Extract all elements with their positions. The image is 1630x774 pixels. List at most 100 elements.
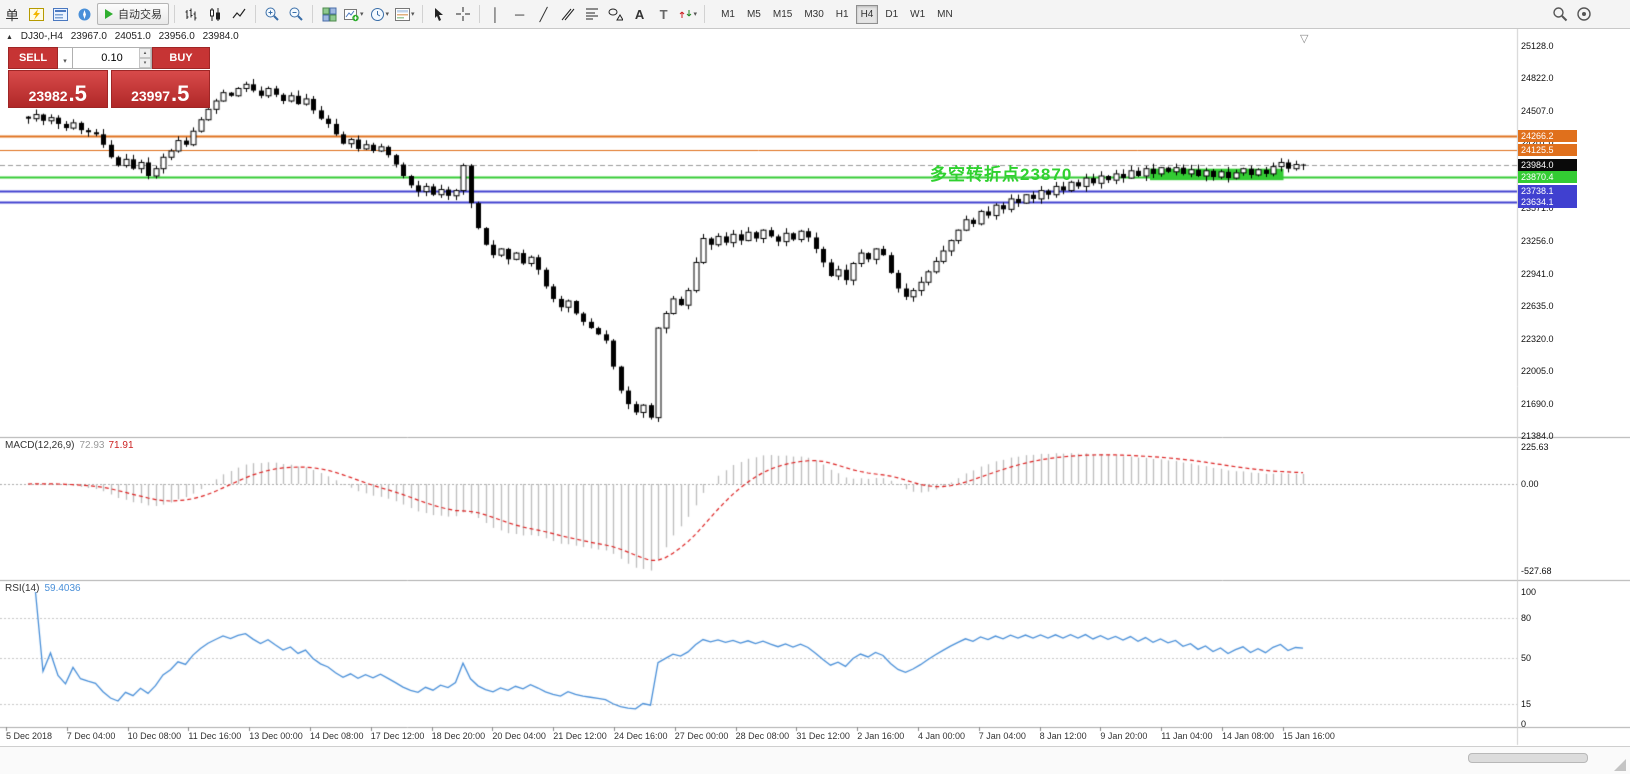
horizontal-line-icon: ─	[514, 6, 525, 22]
navigator-icon	[78, 8, 90, 20]
buy-price: 23997	[131, 88, 171, 104]
template-button[interactable]: ▾	[393, 3, 417, 25]
crosshair-icon	[455, 7, 470, 21]
macd-value-signal: 71.91	[108, 440, 134, 451]
separator	[704, 5, 706, 23]
candlestick-chart-icon	[209, 7, 220, 21]
period-icon	[370, 7, 384, 21]
symbol-marker-icon: ▲	[6, 34, 13, 41]
data-window-button[interactable]	[49, 3, 71, 25]
chevron-down-icon: ▾	[411, 11, 415, 18]
label-button[interactable]: T	[653, 3, 675, 25]
autotrade-button[interactable]: 自动交易	[97, 3, 169, 25]
zoom-out-button[interactable]	[285, 3, 307, 25]
zoom-in-icon	[265, 7, 279, 21]
symbol-period: DJ30-,H4	[20, 31, 63, 42]
volume-decrease-button[interactable]: ▾	[139, 58, 151, 68]
line-chart-icon	[232, 8, 245, 18]
volume-stepper: ▴ ▾	[139, 48, 151, 68]
new-order-label: 单	[5, 7, 19, 23]
volume-increase-button[interactable]: ▴	[139, 48, 151, 58]
trendline-button[interactable]: ╱	[533, 3, 555, 25]
resize-grip[interactable]	[1614, 759, 1626, 771]
separator	[421, 5, 423, 23]
sell-price-panel[interactable]: 23982.5	[8, 70, 108, 108]
horizontal-scrollbar-thumb[interactable]	[1468, 753, 1588, 763]
trade-controls-row: SELL ▾ ▴ ▾ BUY	[8, 47, 210, 69]
text-icon: A	[634, 6, 645, 22]
cursor-icon	[434, 8, 443, 21]
tile-windows-icon	[322, 7, 336, 21]
scroll-to-end-marker[interactable]: ▽	[1300, 33, 1309, 45]
timeframe-h4-button[interactable]: H4	[855, 4, 879, 24]
ohlc-close: 23984.0	[202, 31, 239, 42]
timeframe-toolbar: M1 M5 M15 M30 H1 H4 D1 W1 MN	[715, 4, 959, 24]
chevron-down-icon: ▾	[693, 11, 698, 18]
rsi-indicator-label: RSI(14) 59.4036	[5, 583, 81, 594]
shapes-button[interactable]	[605, 3, 627, 25]
timeframe-w1-button[interactable]: W1	[905, 5, 930, 24]
one-click-trading-panel: SELL ▾ ▴ ▾ BUY 23982.5 23997.5	[8, 47, 210, 108]
sell-button[interactable]: SELL	[8, 47, 58, 69]
data-window-icon	[52, 7, 68, 21]
text-button[interactable]: A	[629, 3, 651, 25]
search-icon	[1553, 7, 1568, 22]
search-button[interactable]	[1549, 3, 1571, 25]
bar-chart-button[interactable]	[180, 3, 202, 25]
ohlc-open: 23967.0	[70, 31, 107, 42]
vertical-line-icon: │	[491, 6, 500, 22]
buy-button[interactable]: BUY	[152, 47, 210, 69]
rsi-name: RSI(14)	[5, 583, 40, 594]
macd-value-main: 72.93	[79, 440, 105, 451]
trendline-icon: ╱	[539, 6, 548, 22]
volume-dropdown-button[interactable]: ▾	[58, 47, 73, 69]
bar-chart-icon	[185, 8, 196, 20]
timeframe-mn-button[interactable]: MN	[932, 5, 958, 24]
support-icon	[1577, 7, 1591, 21]
chart-annotation-text: 多空转折点23870	[930, 165, 1073, 184]
channel-button[interactable]	[557, 3, 579, 25]
shapes-icon	[608, 8, 624, 21]
macd-indicator-label: MACD(12,26,9) 72.93 71.91	[5, 440, 134, 451]
market-watch-button[interactable]	[25, 3, 47, 25]
timeframe-m1-button[interactable]: M1	[716, 5, 740, 24]
vertical-line-button[interactable]: │	[485, 3, 507, 25]
bottom-scrollbar-area	[0, 746, 1630, 774]
sell-price-frac: .5	[68, 81, 87, 106]
period-button[interactable]: ▾	[368, 3, 392, 25]
separator	[174, 5, 175, 23]
volume-input[interactable]	[73, 47, 152, 69]
timeframe-m30-button[interactable]: M30	[799, 5, 828, 24]
candlestick-chart-button[interactable]	[204, 3, 226, 25]
chevron-down-icon: ▾	[360, 11, 364, 18]
fibonacci-button[interactable]	[581, 3, 603, 25]
separator	[478, 5, 480, 23]
trade-prices-row: 23982.5 23997.5	[8, 70, 210, 108]
arrows-button[interactable]: ▾	[677, 3, 700, 25]
crosshair-button[interactable]	[452, 3, 474, 25]
timeframe-m5-button[interactable]: M5	[742, 5, 766, 24]
label-icon: T	[659, 6, 668, 22]
line-chart-button[interactable]	[228, 3, 250, 25]
rsi-value: 59.4036	[44, 583, 81, 594]
horizontal-line-button[interactable]: ─	[509, 3, 531, 25]
timeframe-h1-button[interactable]: H1	[831, 5, 854, 24]
timeframe-m15-button[interactable]: M15	[768, 5, 797, 24]
support-button[interactable]	[1573, 3, 1595, 25]
new-chart-icon	[344, 8, 359, 21]
chevron-down-icon: ▾	[63, 57, 67, 65]
zoom-in-button[interactable]	[261, 3, 283, 25]
arrows-icon	[679, 10, 691, 18]
autotrade-play-icon	[105, 9, 113, 19]
buy-price-panel[interactable]: 23997.5	[110, 70, 210, 108]
separator	[312, 5, 313, 23]
tile-windows-button[interactable]	[318, 3, 340, 25]
navigator-button[interactable]	[73, 3, 95, 25]
separator	[255, 5, 256, 23]
new-order-button[interactable]: 单	[1, 3, 23, 25]
new-chart-button[interactable]: ▾	[342, 3, 366, 25]
cursor-button[interactable]	[428, 3, 450, 25]
timeframe-d1-button[interactable]: D1	[880, 5, 903, 24]
chevron-down-icon: ▾	[385, 11, 390, 18]
